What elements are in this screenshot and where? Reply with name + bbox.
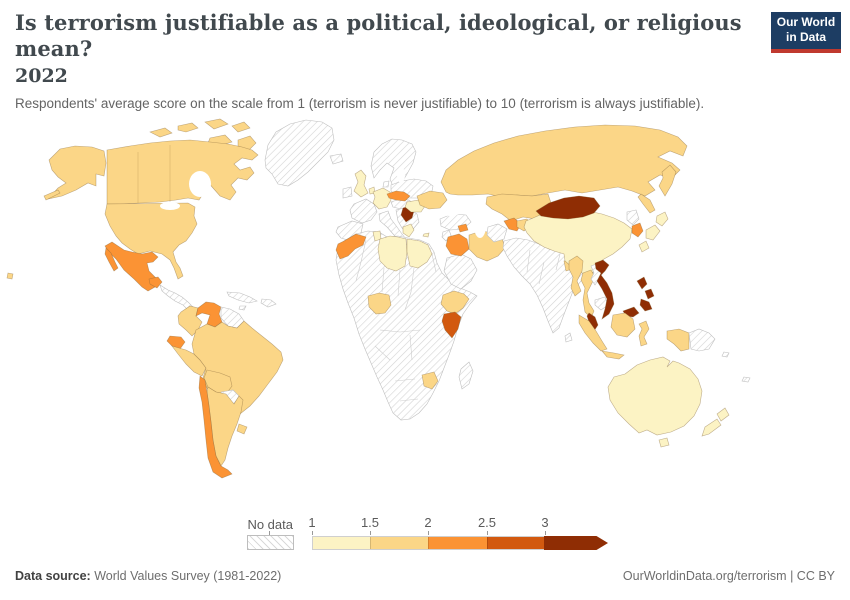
country-turkmenistan[interactable]: [486, 223, 508, 243]
country-mongolia[interactable]: [535, 195, 601, 220]
data-source-text: World Values Survey (1981-2022): [90, 569, 282, 583]
country-myanmar[interactable]: [568, 255, 584, 297]
country-sri-lanka[interactable]: [564, 332, 573, 343]
caspian-sea: [474, 214, 486, 238]
great-lakes: [160, 202, 180, 210]
country-mexico-baja[interactable]: [104, 247, 119, 272]
legend-color-bar: [312, 536, 546, 550]
country-canada-arctic-islands[interactable]: [149, 118, 257, 151]
country-mexico[interactable]: [104, 241, 161, 292]
legend-bin-3-plus[interactable]: [544, 536, 608, 550]
south-asia-internal-borders: [526, 249, 561, 285]
country-denmark[interactable]: [382, 180, 390, 188]
country-uruguay[interactable]: [236, 423, 248, 435]
country-alaska-usa[interactable]: [47, 145, 107, 200]
country-greenland[interactable]: [264, 119, 335, 187]
no-data-label: No data: [247, 517, 293, 532]
canada-province-borders: [137, 145, 171, 203]
page-title: Is terrorism justifiable as a political,…: [15, 10, 742, 61]
legend-tick: [545, 531, 546, 535]
country-morocco[interactable]: [335, 233, 367, 260]
country-kenya[interactable]: [441, 311, 462, 339]
country-indonesia[interactable]: [578, 312, 690, 360]
legend-tick-label-3: 3: [541, 515, 549, 530]
africa-internal-borders: [355, 239, 458, 402]
country-new-zealand[interactable]: [701, 407, 730, 437]
country-ireland[interactable]: [342, 186, 353, 199]
legend-tick: [370, 531, 371, 535]
header: Is terrorism justifiable as a political,…: [15, 10, 760, 111]
no-data-tick: [269, 531, 270, 535]
region-arabia[interactable]: [443, 253, 478, 290]
owid-logo[interactable]: Our World in Data: [771, 12, 841, 53]
country-ethiopia[interactable]: [440, 290, 470, 315]
country-iceland[interactable]: [329, 153, 344, 165]
legend-bin-1-1.5[interactable]: [313, 537, 370, 549]
data-source-label: Data source:: [15, 569, 91, 583]
country-greece[interactable]: [402, 223, 415, 238]
owid-link[interactable]: OurWorldinData.org/terrorism | CC BY: [622, 569, 835, 583]
country-iraq[interactable]: [445, 233, 470, 257]
country-hispaniola[interactable]: [260, 298, 277, 308]
country-japan[interactable]: [638, 211, 669, 253]
black-sea: [440, 208, 460, 216]
country-czechia-slovakia[interactable]: [386, 190, 411, 202]
hudson-bay: [189, 171, 211, 197]
country-chile[interactable]: [198, 375, 233, 479]
legend-tick: [487, 531, 488, 535]
country-peru[interactable]: [171, 345, 207, 377]
country-cambodia[interactable]: [594, 296, 609, 311]
footer: Data source: World Values Survey (1981-2…: [15, 569, 835, 583]
country-canada[interactable]: [106, 139, 259, 205]
legend-tick: [428, 531, 429, 535]
country-australia-tasmania[interactable]: [658, 437, 670, 448]
legend-bin-2.5-3[interactable]: [487, 537, 545, 549]
country-papua-new-guinea[interactable]: [688, 328, 716, 352]
country-madagascar[interactable]: [458, 361, 474, 390]
legend-bin-1.5-2[interactable]: [370, 537, 428, 549]
country-egypt[interactable]: [406, 238, 433, 269]
legend-bin-2-2.5[interactable]: [428, 537, 487, 549]
legend-tick-label-1-5: 1.5: [360, 515, 380, 530]
country-jamaica[interactable]: [238, 305, 247, 311]
country-united-states[interactable]: [104, 202, 198, 280]
country-libya[interactable]: [377, 235, 408, 272]
country-philippines[interactable]: [636, 276, 655, 312]
country-vietnam[interactable]: [594, 259, 615, 320]
country-usa-hawaii[interactable]: [6, 272, 14, 280]
baltic-sea: [397, 167, 405, 183]
country-france[interactable]: [349, 198, 378, 224]
country-russia-sakhalin[interactable]: [637, 193, 656, 214]
country-new-caledonia[interactable]: [741, 376, 751, 383]
country-guatemala[interactable]: [148, 276, 163, 289]
country-solomon-islands[interactable]: [721, 351, 730, 358]
chart-year: 2022: [15, 65, 68, 87]
country-united-kingdom[interactable]: [353, 169, 369, 198]
legend-tick-label-2-5: 2.5: [477, 515, 497, 530]
country-russia-kamchatka[interactable]: [658, 164, 677, 197]
legend-tick-label-1: 1: [308, 515, 316, 530]
legend-tick-label-2: 2: [424, 515, 432, 530]
chart-subtitle: Respondents' average score on the scale …: [15, 96, 705, 111]
country-ukraine[interactable]: [416, 190, 448, 210]
no-data-swatch[interactable]: [247, 535, 294, 550]
country-north-korea[interactable]: [626, 209, 640, 226]
country-russia[interactable]: [440, 124, 688, 198]
country-azerbaijan[interactable]: [457, 223, 469, 233]
country-cuba[interactable]: [226, 291, 258, 304]
legend-tick: [312, 531, 313, 535]
country-zimbabwe[interactable]: [421, 371, 439, 390]
country-cyprus[interactable]: [422, 232, 430, 238]
country-usa-aleutians[interactable]: [43, 189, 61, 201]
country-australia[interactable]: [607, 356, 703, 436]
country-germany[interactable]: [372, 187, 392, 210]
country-south-korea[interactable]: [631, 222, 644, 238]
country-nigeria[interactable]: [367, 292, 392, 315]
map-legend: No data 1 1.5 2 2.5 3: [0, 512, 850, 557]
region-africa-no-data[interactable]: [335, 230, 478, 421]
